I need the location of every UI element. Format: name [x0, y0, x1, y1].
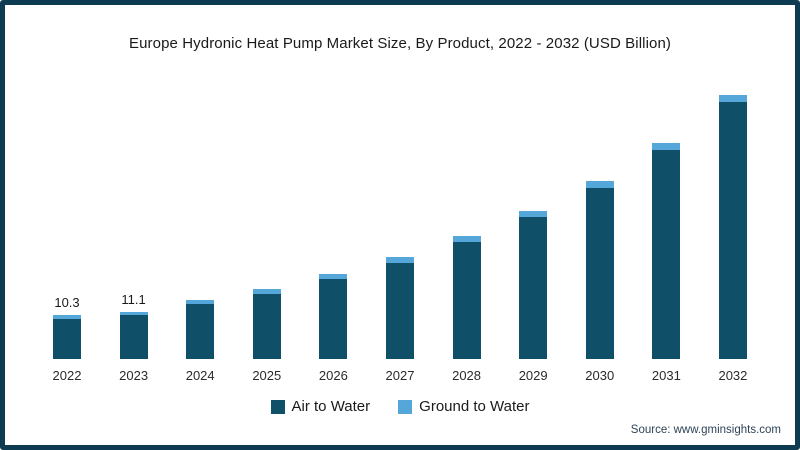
air-to-water-segment-2025 [252, 293, 281, 359]
ground-to-water-segment-2032 [718, 95, 747, 102]
ground-to-water-segment-2024 [186, 300, 215, 305]
x-axis-label-2028: 2028 [452, 368, 482, 383]
legend-item-ground-to-water: Ground to Water [398, 398, 529, 415]
chart-title: Europe Hydronic Heat Pump Market Size, B… [128, 35, 671, 52]
legend-label-air-to-water: Air to Water [291, 398, 371, 415]
air-to-water-segment-2027 [385, 262, 414, 359]
air-to-water-segment-2030 [585, 187, 614, 359]
bar-group-2025: 2025 [252, 289, 281, 383]
bar-value-label-2022: 10.3 [54, 295, 80, 311]
ground-to-water-segment-2028 [452, 236, 481, 242]
air-to-water-segment-2022 [53, 318, 81, 359]
x-axis-label-2031: 2031 [651, 368, 681, 383]
x-axis-label-2030: 2030 [585, 368, 615, 383]
bar-group-2023: 11.1 2023 [119, 292, 148, 383]
bar-group-2022: 10.3 2022 [53, 295, 82, 383]
x-axis-label-2032: 2032 [718, 368, 748, 383]
bar-group-2029: 2029 [519, 210, 548, 383]
x-axis-label-2026: 2026 [318, 368, 348, 383]
legend-swatch-air-to-water [270, 399, 285, 414]
ground-to-water-segment-2026 [319, 274, 348, 280]
air-to-water-segment-2024 [186, 304, 215, 359]
bar-value-label-2023: 11.1 [121, 291, 146, 307]
air-to-water-segment-2029 [519, 216, 548, 359]
bar-group-2027: 2027 [385, 256, 414, 383]
bar-group-2032: 2032 [718, 95, 747, 383]
air-to-water-segment-2031 [652, 149, 681, 359]
bar-group-2028: 2028 [452, 236, 481, 383]
ground-to-water-segment-2023 [119, 311, 148, 316]
ground-to-water-segment-2025 [252, 289, 281, 294]
x-axis-label-2029: 2029 [518, 368, 548, 383]
bar-group-2024: 2024 [186, 300, 215, 383]
ground-to-water-segment-2027 [385, 256, 414, 263]
x-axis-label-2023: 2023 [119, 368, 149, 383]
ground-to-water-segment-2031 [652, 143, 681, 150]
air-to-water-segment-2028 [452, 241, 481, 359]
air-to-water-segment-2026 [319, 279, 348, 359]
ground-to-water-segment-2022 [53, 315, 81, 319]
x-axis-label-2025: 2025 [252, 368, 282, 383]
plot-area: 10.3 2022 11.1 2023 2024 2025 2026 2027 2028 2029… [53, 79, 747, 383]
ground-to-water-segment-2029 [519, 210, 548, 217]
legend-label-ground-to-water: Ground to Water [419, 398, 530, 415]
source-text: Source: www.gminsights.com [630, 424, 781, 436]
legend: Air to Water Ground to Water [5, 398, 795, 415]
bar-group-2030: 2030 [585, 181, 614, 383]
air-to-water-segment-2032 [718, 101, 747, 359]
x-axis-label-2022: 2022 [52, 368, 82, 383]
x-axis-label-2024: 2024 [185, 368, 215, 383]
air-to-water-segment-2023 [119, 315, 148, 359]
legend-item-air-to-water: Air to Water [270, 398, 371, 415]
bar-group-2026: 2026 [319, 274, 348, 383]
legend-swatch-ground-to-water [398, 399, 413, 414]
bar-group-2031: 2031 [652, 143, 681, 383]
x-axis-label-2027: 2027 [385, 368, 415, 383]
ground-to-water-segment-2030 [585, 181, 614, 188]
